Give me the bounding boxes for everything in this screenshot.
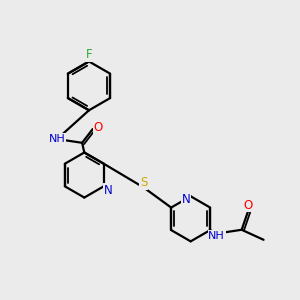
Text: O: O bbox=[94, 121, 103, 134]
Text: S: S bbox=[140, 176, 147, 189]
Text: NH: NH bbox=[208, 231, 225, 241]
Text: N: N bbox=[182, 193, 190, 206]
Text: F: F bbox=[86, 48, 92, 61]
Text: O: O bbox=[243, 199, 253, 212]
Text: NH: NH bbox=[49, 134, 65, 144]
Text: N: N bbox=[104, 184, 112, 197]
